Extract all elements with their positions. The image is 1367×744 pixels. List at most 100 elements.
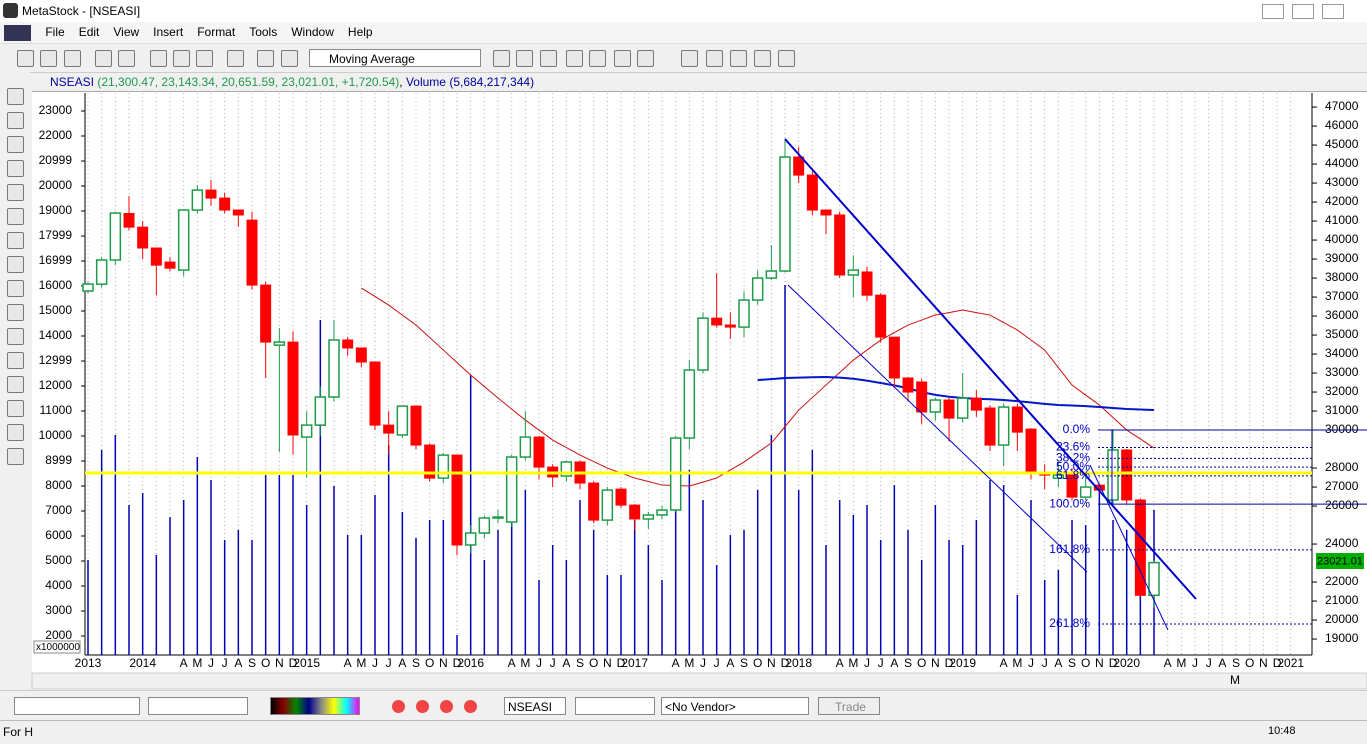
fib-label: 61.8%	[1056, 468, 1090, 482]
y2-tick-label: 34000	[1325, 346, 1359, 360]
tool-button[interactable]	[516, 50, 533, 67]
browser-icon[interactable]	[392, 700, 405, 713]
print-button[interactable]	[95, 50, 112, 67]
layout-button[interactable]	[730, 50, 747, 67]
x-tick-label: O	[261, 656, 270, 670]
y2-tick-label: 41000	[1325, 213, 1359, 227]
candle-body	[656, 509, 668, 516]
layout-button[interactable]	[706, 50, 723, 67]
period-button[interactable]: M	[1230, 673, 1240, 687]
x-tick-label: A	[672, 656, 680, 670]
candle-body	[1025, 428, 1037, 473]
x-tick-label: J	[536, 656, 542, 670]
drawing-tool[interactable]	[7, 256, 24, 273]
candle-body	[1148, 561, 1160, 597]
candle-body	[1079, 486, 1092, 498]
trendline	[1089, 464, 1169, 631]
drawing-tool[interactable]	[7, 424, 24, 441]
menu-item[interactable]: Window	[291, 25, 334, 39]
x-tick-label: 2018	[785, 656, 812, 670]
open-button[interactable]	[40, 50, 57, 67]
drawing-tool[interactable]	[7, 448, 24, 465]
vendor-select[interactable]: <No Vendor>	[661, 697, 809, 715]
drawing-tool[interactable]	[7, 112, 24, 129]
periodicity-select[interactable]	[575, 697, 655, 715]
new-button[interactable]	[17, 50, 34, 67]
x-tick-label: M	[356, 656, 366, 670]
preview-button[interactable]	[118, 50, 135, 67]
color-palette[interactable]	[270, 697, 360, 715]
candle-body	[943, 399, 955, 419]
candle-body	[847, 269, 860, 276]
symbol: NSEASI	[50, 75, 95, 89]
tool-button[interactable]	[614, 50, 631, 67]
candle-body	[424, 444, 436, 479]
menu-item[interactable]: File	[45, 25, 65, 39]
menu-item[interactable]: Edit	[78, 25, 100, 39]
trade-button[interactable]: Trade	[818, 697, 880, 715]
drawing-tool[interactable]	[7, 136, 24, 153]
y-tick-label: 20999	[39, 153, 73, 167]
candle-body	[711, 317, 723, 326]
tool-button[interactable]	[566, 50, 583, 67]
drawing-tool[interactable]	[7, 304, 24, 321]
copy-button[interactable]	[173, 50, 190, 67]
candle-body	[82, 283, 94, 292]
browser-icon[interactable]	[416, 700, 429, 713]
x-tick-label: A	[726, 656, 734, 670]
tool-button[interactable]	[540, 50, 557, 67]
crosshair-button[interactable]	[257, 50, 274, 67]
candle-body	[369, 361, 381, 426]
fib-label: 161.8%	[1049, 542, 1090, 556]
drawing-tool[interactable]	[7, 328, 24, 345]
layout-button[interactable]	[681, 50, 698, 67]
candle-body	[177, 209, 190, 271]
line-style-select[interactable]	[14, 697, 140, 715]
last-price-label: 23021.01	[1317, 555, 1363, 567]
tool-button[interactable]	[493, 50, 510, 67]
line-width-select[interactable]	[148, 697, 248, 715]
drawing-tool[interactable]	[7, 376, 24, 393]
tool-button[interactable]	[589, 50, 606, 67]
restore-button[interactable]	[1292, 4, 1314, 19]
layout-button[interactable]	[778, 50, 795, 67]
menu-item[interactable]: Insert	[153, 25, 184, 39]
browser-icon[interactable]	[464, 700, 477, 713]
drawing-tool[interactable]	[7, 184, 24, 201]
save-button[interactable]	[64, 50, 81, 67]
drawing-tools	[0, 72, 30, 672]
drawing-tool[interactable]	[7, 160, 24, 177]
candle-body	[1121, 449, 1133, 501]
menu-item[interactable]: Help	[347, 25, 373, 39]
x-tick-label: D	[617, 656, 626, 670]
cut-button[interactable]	[150, 50, 167, 67]
indicator-select[interactable]: Moving Average	[309, 49, 481, 67]
close-button[interactable]	[1322, 4, 1344, 19]
candle-body	[410, 405, 422, 446]
scrollbar[interactable]	[31, 672, 1367, 690]
minimize-button[interactable]	[1262, 4, 1284, 19]
paste-button[interactable]	[196, 50, 213, 67]
symbol-input[interactable]: NSEASI	[504, 697, 566, 715]
menu-item[interactable]: Tools	[249, 25, 278, 39]
undo-button[interactable]	[227, 50, 244, 67]
status-text: For H	[3, 725, 33, 739]
tool-button[interactable]	[637, 50, 654, 67]
drawing-tool[interactable]	[7, 352, 24, 369]
x-tick-label: 2021	[1277, 656, 1304, 670]
layout-button[interactable]	[754, 50, 771, 67]
drawing-tool[interactable]	[7, 88, 24, 105]
drawing-tool[interactable]	[7, 208, 24, 225]
drawing-tool[interactable]	[7, 400, 24, 417]
candle-body	[396, 405, 409, 436]
browser-icon[interactable]	[440, 700, 453, 713]
candle-body	[123, 212, 135, 228]
zoom-button[interactable]	[281, 50, 298, 67]
candle-body	[246, 219, 258, 286]
drawing-tool[interactable]	[7, 232, 24, 249]
menu-item[interactable]: View	[113, 25, 140, 39]
drawing-tool[interactable]	[7, 280, 24, 297]
x-tick-label: J	[1206, 656, 1212, 670]
x-tick-label: J	[386, 656, 392, 670]
menu-item[interactable]: Format	[197, 25, 236, 39]
